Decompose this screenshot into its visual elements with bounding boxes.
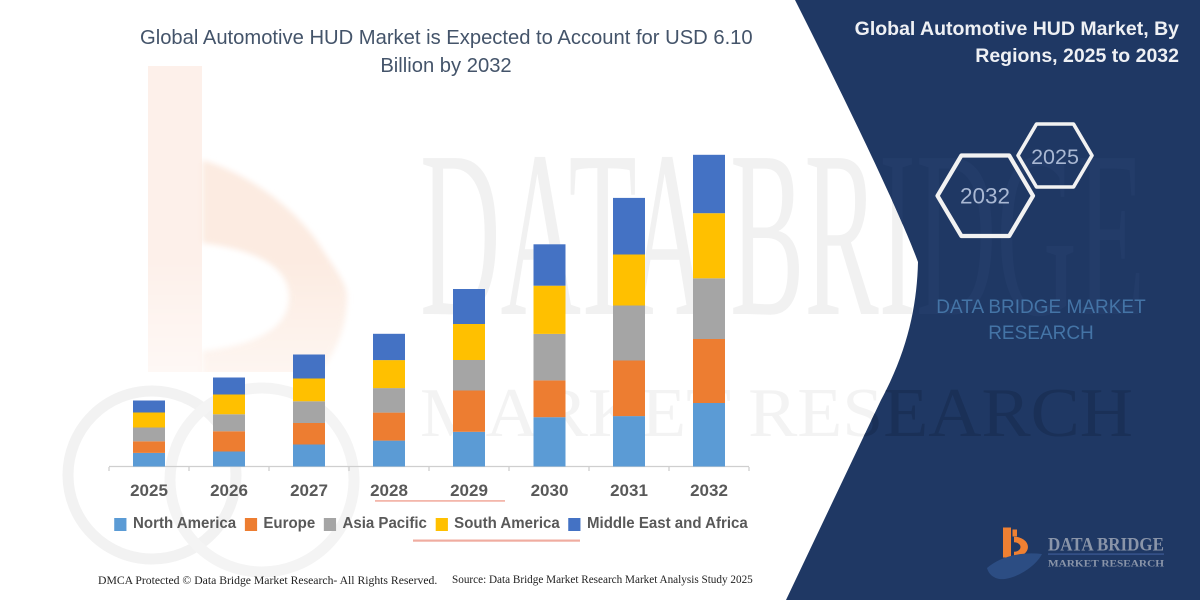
svg-text:2032: 2032: [960, 184, 1010, 209]
svg-text:2025: 2025: [1031, 145, 1079, 169]
svg-text:MARKET RESEARCH: MARKET RESEARCH: [1048, 559, 1164, 569]
svg-text:DATA BRIDGE: DATA BRIDGE: [1048, 536, 1164, 556]
